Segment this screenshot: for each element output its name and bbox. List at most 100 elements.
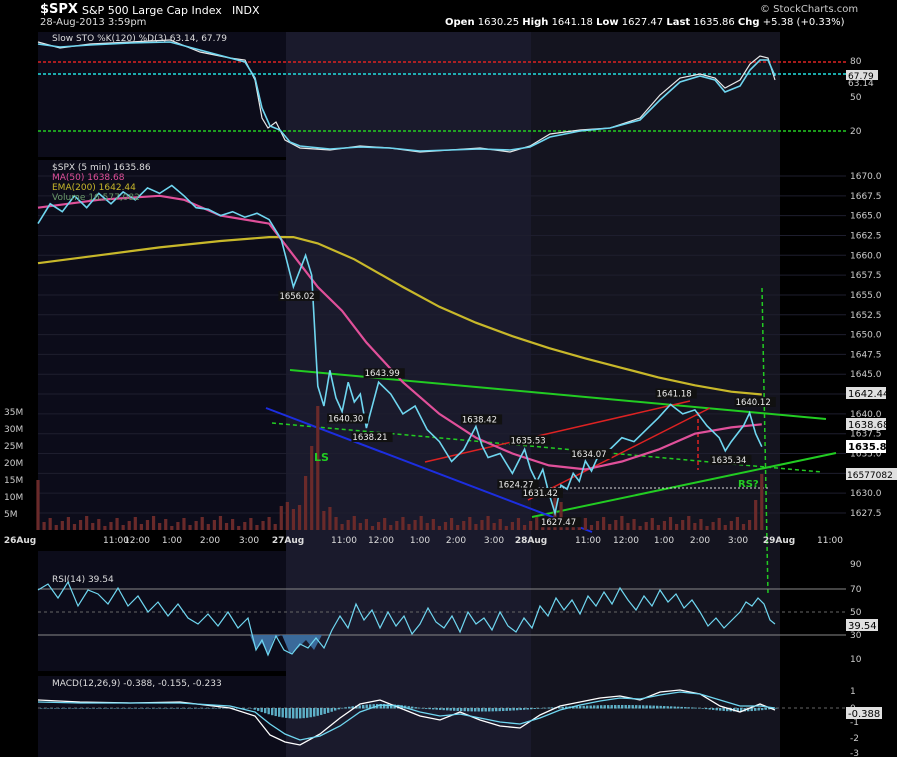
macd-hist-bar: [267, 708, 270, 715]
high-value: 1641.18: [551, 17, 593, 28]
volume-bar: [443, 522, 448, 530]
point-label: 1641.18: [657, 390, 692, 400]
macd-hist-bar: [484, 708, 487, 712]
macd-hist-bar: [351, 706, 354, 709]
macd-hist-bar: [281, 708, 284, 718]
macd-hist-bar: [754, 708, 757, 711]
macd-hist-bar: [274, 708, 277, 717]
volume-bar: [346, 520, 350, 530]
ema-value-box: [846, 387, 886, 399]
macd-hist-bar: [540, 707, 543, 709]
volume-bar: [650, 518, 654, 530]
macd-hist-bar: [491, 708, 494, 712]
volume-bar: [212, 520, 216, 530]
rsi-tick-50: 50: [850, 608, 862, 618]
macd-hist-bar: [610, 705, 613, 709]
volume-bar: [389, 525, 393, 530]
ma-value: 1638.68: [848, 420, 889, 431]
rsi-tick-90: 90: [850, 560, 862, 570]
macd-hist-bar: [365, 704, 368, 709]
volume-bar: [729, 521, 733, 530]
x-axis-label: 12:00: [368, 536, 394, 546]
ema-value: 1642.44: [848, 389, 889, 400]
macd-hist-bar: [488, 708, 491, 712]
macd-hist-bar: [775, 708, 778, 709]
point-label: 1635.53: [511, 436, 546, 446]
x-axis-label: 1:00: [654, 536, 674, 546]
point-label: 1631.42: [523, 489, 558, 499]
macd-hist-bar: [698, 707, 701, 709]
macd-hist-bar: [243, 708, 246, 709]
volume-bar: [492, 523, 496, 530]
macd-hist-bar: [481, 708, 484, 712]
macd-hist-bar: [208, 708, 211, 709]
macd-hist-bar: [645, 705, 648, 709]
point-label-bg: [363, 368, 405, 379]
macd-hist-bar: [575, 706, 578, 709]
volume-legend: Volume 16,577,082: [52, 193, 140, 203]
macd-hist-bar: [747, 708, 750, 712]
macd-hist-bar: [309, 708, 312, 718]
macd-hist-bar: [169, 708, 172, 709]
macd-hist-bar: [50, 708, 53, 709]
vol-tick-10m: 10M: [4, 493, 23, 503]
volume-bar: [705, 526, 709, 530]
macd-hist-bar: [278, 708, 281, 717]
volume-bar: [218, 516, 223, 530]
macd-hist-bar: [596, 705, 599, 709]
macd-hist-bar: [383, 704, 386, 709]
volume-bar: [595, 521, 600, 530]
macd-hist-bar: [502, 708, 505, 712]
price-tick-label: 1637.5: [850, 430, 882, 440]
volume-bar: [456, 525, 460, 530]
volume-bar: [468, 517, 472, 530]
price-tick-label: 1665.0: [850, 212, 882, 222]
macd-hist-bar: [176, 708, 179, 709]
price-tick-label: 1652.5: [850, 311, 882, 321]
ma-value-box: [846, 418, 886, 430]
volume-bar: [583, 518, 587, 530]
macd-hist-bar: [603, 705, 606, 709]
x-axis-label: 29Aug: [763, 536, 795, 546]
macd-hist-bar: [362, 704, 365, 709]
volume-bar: [188, 525, 192, 530]
sto-value-63: 63.14: [848, 79, 874, 89]
volume-bar: [297, 505, 302, 530]
macd-hist-bar: [299, 708, 302, 719]
rsi-tick-70: 70: [850, 585, 862, 595]
volume-bar: [316, 406, 320, 530]
macd-hist-bar: [565, 706, 568, 709]
volume-bar: [255, 525, 259, 530]
volume-bar: [401, 517, 405, 530]
macd-hist-bar: [194, 708, 197, 709]
macd-hist-bar: [218, 708, 221, 709]
macd-hist-bar: [579, 705, 582, 709]
x-axis-label: 3:00: [484, 536, 504, 546]
macd-legend: MACD(12,26,9) -0.388, -0.155, -0.233: [52, 679, 222, 689]
macd-hist-bar: [449, 708, 452, 711]
macd-hist-bar: [103, 708, 106, 709]
macd-hist-bar: [558, 706, 561, 709]
macd-hist-bar: [372, 704, 375, 709]
macd-hist-bar: [659, 705, 662, 709]
point-label: 1624.27: [498, 480, 533, 490]
last-label: Last: [666, 17, 691, 28]
symbol: $SPX: [40, 2, 78, 17]
volume-bar: [54, 525, 58, 530]
macd-hist-bar: [204, 708, 207, 709]
price-lines: [37, 184, 763, 517]
volume-bar: [334, 517, 338, 530]
volume-bar: [626, 523, 630, 530]
macd-hist-bar: [505, 708, 508, 711]
point-label-bg: [655, 388, 697, 399]
vol-tick-20m: 20M: [4, 459, 23, 469]
macd-tick-minus2: -2: [850, 734, 859, 744]
price-tick-label: 1647.5: [850, 350, 882, 360]
volume-bar: [151, 516, 156, 530]
macd-hist-bar: [593, 705, 596, 709]
price-tick-label: 1650.0: [850, 331, 882, 341]
x-axis-label: 12:00: [613, 536, 639, 546]
macd-hist-bar: [257, 708, 260, 711]
macd-hist-bar: [631, 705, 634, 709]
